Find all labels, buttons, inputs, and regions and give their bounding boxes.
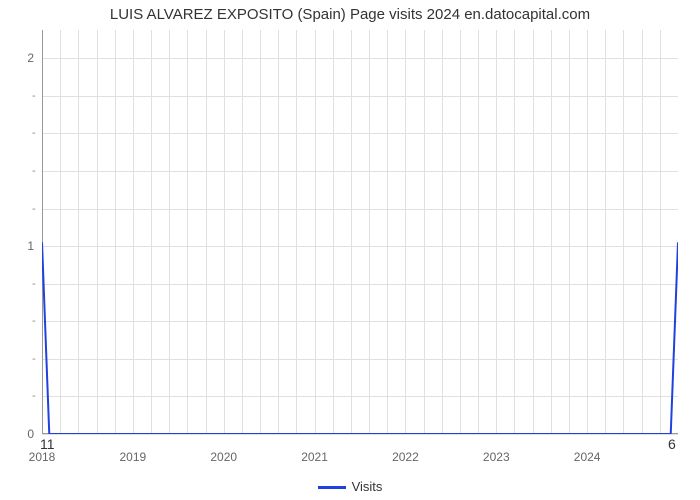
chart-title: LUIS ALVAREZ EXPOSITO (Spain) Page visit… (0, 6, 700, 23)
legend-swatch (318, 486, 346, 489)
legend-label: Visits (352, 479, 383, 494)
y-minor-tick: - (32, 353, 36, 365)
legend: Visits (0, 479, 700, 494)
y-tick-label: 1 (4, 239, 34, 253)
y-tick-label: 2 (4, 51, 34, 65)
y-minor-tick: - (32, 278, 36, 290)
x-tick-label: 2019 (119, 450, 146, 464)
y-minor-tick: - (32, 90, 36, 102)
corner-label-right: 6 (668, 436, 676, 452)
series-svg (42, 30, 678, 434)
chart-container: { "chart": { "type": "line", "title": "L… (0, 0, 700, 500)
y-minor-tick: - (32, 315, 36, 327)
x-tick-label: 2024 (574, 450, 601, 464)
y-tick-label: 0 (4, 427, 34, 441)
y-minor-tick: - (32, 165, 36, 177)
x-tick-label: 2020 (210, 450, 237, 464)
x-tick-label: 2022 (392, 450, 419, 464)
x-tick-label: 2018 (29, 450, 56, 464)
x-tick-label: 2023 (483, 450, 510, 464)
plot-area (42, 30, 678, 434)
y-minor-tick: - (32, 203, 36, 215)
corner-label-left: 11 (40, 436, 55, 452)
series-line (42, 242, 678, 434)
y-minor-tick: - (32, 127, 36, 139)
y-minor-tick: - (32, 390, 36, 402)
x-tick-label: 2021 (301, 450, 328, 464)
y-grid-major (42, 434, 678, 435)
